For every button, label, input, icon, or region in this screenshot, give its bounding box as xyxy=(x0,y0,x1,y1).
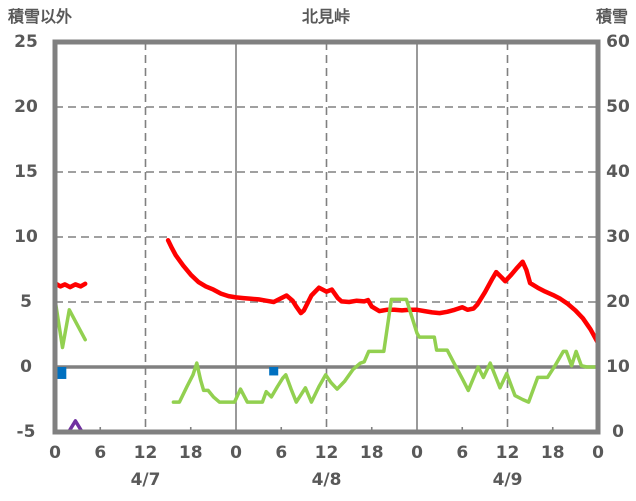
left-axis-tick-0: 0 xyxy=(20,357,32,377)
x-axis-hour-tick-2: 12 xyxy=(133,443,158,463)
x-axis-hour-tick-11: 18 xyxy=(540,443,565,463)
right-axis-tick-60: 60 xyxy=(606,32,630,52)
x-axis-date-4-9: 4/9 xyxy=(492,470,523,490)
x-axis-hour-tick-10: 12 xyxy=(495,443,520,463)
x-axis-date-4-8: 4/8 xyxy=(311,470,342,490)
x-axis-hour-tick-3: 18 xyxy=(178,443,203,463)
right-axis-tick-40: 40 xyxy=(606,162,630,182)
left-axis-tick-20: 20 xyxy=(14,97,38,117)
chart-title: 北見峠 xyxy=(301,7,351,26)
x-axis-hour-tick-0: 0 xyxy=(49,443,61,463)
plot-border xyxy=(52,39,601,435)
x-axis-hour-tick-4: 0 xyxy=(230,443,242,463)
right-axis-tick-20: 20 xyxy=(606,292,630,312)
left-axis-tick-25: 25 xyxy=(14,32,38,52)
left-axis-title: 積雪以外 xyxy=(8,7,73,26)
snow-depth-line-segment-1 xyxy=(165,238,601,346)
x-axis-hour-tick-7: 18 xyxy=(359,443,384,463)
left-axis-tick-5: 5 xyxy=(20,292,32,312)
right-axis-title: 積雪 xyxy=(595,7,628,26)
x-axis-hour-tick-1: 6 xyxy=(94,443,107,463)
x-axis-hour-tick-12: 0 xyxy=(592,443,604,463)
x-axis-date-4-7: 4/7 xyxy=(130,470,161,490)
left-axis-tick-15: 15 xyxy=(14,162,38,182)
x-axis-hour-tick-9: 6 xyxy=(456,443,469,463)
precip-marker-1 xyxy=(269,367,279,376)
left-axis-tick-10: 10 xyxy=(14,227,38,247)
x-axis-hour-tick-8: 0 xyxy=(411,443,423,463)
x-axis-hour-tick-5: 6 xyxy=(275,443,288,463)
left-axis-tick--5: -5 xyxy=(16,422,36,442)
temperature-line-segment-1 xyxy=(171,297,600,404)
precip-marker-0 xyxy=(57,367,67,379)
right-axis-tick-50: 50 xyxy=(606,97,630,117)
right-axis-tick-10: 10 xyxy=(606,357,630,377)
x-axis-hour-tick-6: 12 xyxy=(314,443,339,463)
snow-depth-line-segment-0 xyxy=(52,280,88,290)
right-axis-tick-30: 30 xyxy=(606,227,630,247)
temperature-line-segment-0 xyxy=(53,297,87,350)
right-axis-tick-0: 0 xyxy=(612,422,624,442)
